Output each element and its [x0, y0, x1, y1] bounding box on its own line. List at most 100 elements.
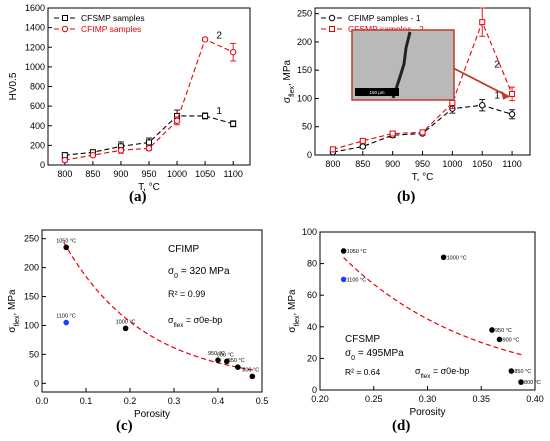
data-point: [509, 90, 516, 97]
curve-label: 2: [494, 59, 500, 70]
data-point: [215, 357, 221, 363]
data-point: [496, 336, 503, 343]
data-point: [249, 373, 256, 380]
legend-entry: CFSMP samples: [81, 13, 145, 23]
x-tick-label: 0.3: [168, 396, 181, 406]
chart-c-cfimp-porosity: 0.0 0.1 0.2 0.3 0.4 0.5 0 50 100 150 200 250 Porosit…: [7, 229, 269, 420]
data-point: [329, 146, 336, 153]
panel-label-b: (b): [397, 189, 416, 205]
y-tick-label: 250: [297, 9, 312, 19]
x-tick-label: 800: [57, 169, 72, 179]
point-label: 850 °C: [228, 358, 245, 364]
y-tick-label: 150: [24, 292, 39, 302]
point-label: 900 °C: [217, 352, 234, 358]
panel-b: 800 850 900 950 1000 1050 1100 0 50 100 150 200 250 T…: [275, 0, 550, 222]
y-tick-label: 600: [30, 101, 45, 111]
y-axis-label: HV0.5: [8, 72, 19, 100]
y-tick-label: 80: [307, 259, 317, 269]
data-point: [89, 151, 97, 159]
point-label: 900 °C: [503, 337, 520, 343]
x-tick-label: 1100: [502, 159, 521, 169]
point-label: 1050 °C: [347, 249, 367, 255]
point-label: 1100 °C: [56, 314, 76, 320]
x-tick-label: 1050: [195, 169, 215, 179]
x-tick-label: 0.5: [256, 396, 269, 406]
x-tick-label: 0.4: [212, 396, 225, 406]
panel-a: 800 850 900 950 1000 1050 1100 0 200 400 600 800 100…: [0, 0, 275, 222]
panel-label-a: (a): [129, 189, 147, 205]
x-tick-label: 0.35: [472, 394, 490, 404]
data-point: [508, 368, 515, 374]
annotation-equation: σflex = σ0e-bp: [415, 366, 469, 380]
y-tick-label: 1400: [25, 23, 45, 33]
x-tick-label: 0.25: [365, 394, 383, 404]
y-tick-label: 800: [30, 82, 45, 92]
x-tick-label: 1000: [442, 159, 462, 169]
x-tick-label: 1100: [223, 169, 242, 179]
y-tick-label: 1000: [25, 62, 45, 72]
panel-d: 0.20 0.25 0.30 0.35 0.40 0 20 40 60 80 100 Porosity…: [275, 222, 550, 441]
x-tick-label: 900: [385, 159, 400, 169]
data-point: [449, 99, 456, 106]
y-tick-label: 100: [302, 227, 317, 237]
data-point: [230, 120, 237, 127]
y-tick-label: 1200: [25, 42, 45, 52]
x-axis-label: T, °C: [138, 182, 160, 193]
x-tick-label: 0.2: [124, 396, 137, 406]
point-label: 850 °C: [514, 369, 531, 375]
y-tick-label: 60: [307, 290, 317, 300]
y-tick-label: 400: [30, 121, 45, 131]
y-tick-label: 150: [297, 65, 312, 75]
x-tick-label: 0.1: [80, 396, 93, 406]
annotation-sample: CFIMP: [168, 244, 199, 255]
x-tick-label: 0.30: [419, 394, 437, 404]
y-tick-label: 0: [34, 378, 39, 388]
data-point: [340, 276, 347, 283]
y-tick-label: 100: [24, 320, 39, 330]
y-tick-label: 20: [307, 353, 317, 363]
panel-label-c: (c): [116, 418, 133, 434]
point-label: 1050 °C: [56, 238, 76, 244]
y-tick-label: 0: [40, 160, 45, 170]
data-point: [229, 48, 237, 56]
data-point: [359, 143, 366, 150]
legend-marker: [62, 15, 68, 21]
data-point: [122, 325, 129, 332]
panel-label-d: (d): [392, 418, 411, 434]
y-axis-label: σflex, MPa: [282, 59, 296, 103]
legend-marker: [329, 26, 335, 32]
curve-label: 1: [216, 106, 222, 117]
curve-label: 1: [494, 90, 500, 101]
data-point: [201, 36, 209, 43]
point-label: 1000 °C: [116, 319, 136, 325]
y-tick-label: 50: [29, 349, 39, 359]
point-label: 1000 °C: [447, 255, 467, 261]
data-point: [224, 358, 230, 365]
plot-frame: [41, 229, 263, 393]
point-label: 800 °C: [242, 367, 259, 373]
data-point: [146, 139, 152, 146]
y-tick-label: 50: [302, 122, 312, 132]
x-tick-label: 1050: [472, 159, 492, 169]
data-point: [340, 248, 347, 254]
y-tick-label: 0: [312, 385, 317, 395]
data-point: [145, 145, 153, 152]
y-tick-label: 200: [24, 263, 39, 273]
x-tick-label: 0.40: [526, 394, 544, 404]
y-tick-label: 100: [297, 93, 312, 103]
x-tick-label: 900: [113, 169, 128, 179]
y-tick-label: 40: [307, 322, 317, 332]
data-point: [479, 102, 486, 109]
y-axis-label: σflex, MPa: [7, 289, 21, 333]
y-axis-label: σflex, MPa: [287, 289, 301, 333]
x-tick-label: 800: [325, 159, 340, 169]
curve-label: 2: [216, 30, 222, 41]
data-point: [389, 130, 396, 137]
panel-c: 0.0 0.1 0.2 0.3 0.4 0.5 0 50 100 150 200 250 Porosit…: [0, 222, 275, 441]
annotation-sigma0: σ0 = 320 MPa: [168, 266, 230, 280]
point-label: 950 °C: [208, 351, 225, 357]
inset-arrow-head: [501, 90, 510, 100]
annotation-r2: R² = 0.64: [345, 367, 380, 377]
data-point: [359, 137, 366, 144]
data-point: [489, 327, 495, 333]
